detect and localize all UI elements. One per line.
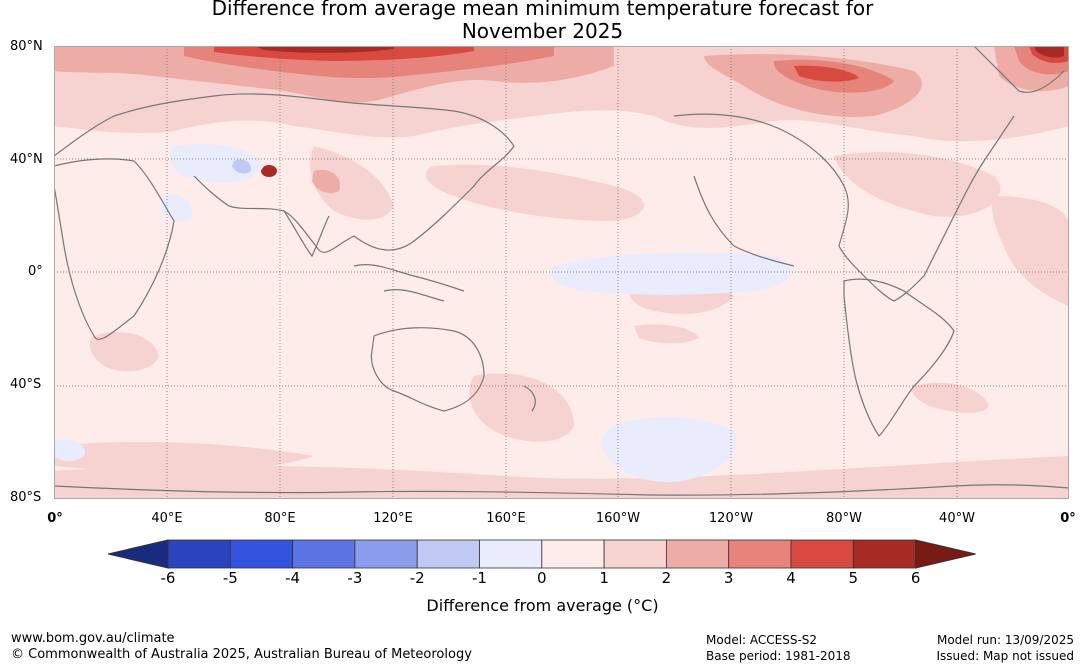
coastlines — [54, 46, 1069, 496]
colorbar-tick-label: 5 — [848, 569, 859, 587]
colorbar-tick-label: -4 — [285, 569, 301, 587]
map-svg — [54, 46, 1069, 499]
colorbar-tick-label: 6 — [910, 569, 921, 587]
lon-label-40e: 40°E — [151, 511, 183, 526]
forecast-map — [54, 46, 1069, 499]
colorbar-swatches — [108, 539, 976, 569]
title-line-1: Difference from average mean minimum tem… — [211, 0, 874, 20]
anomaly-patch-hudson-4-5 — [794, 65, 859, 82]
colorbar-label: Difference from average (°C) — [426, 596, 659, 615]
anomaly-band-antarctic — [54, 456, 1069, 499]
title-line-2: November 2025 — [461, 19, 624, 43]
anomaly-patch-asia — [310, 146, 394, 220]
lon-label-120w: 120°W — [708, 511, 754, 526]
lon-label-0-east: 0° — [1060, 511, 1076, 526]
anomaly-patch-himalaya — [312, 169, 340, 193]
lon-label-80w: 80°W — [826, 511, 862, 526]
anomaly-spot-tibet — [261, 165, 277, 177]
anomaly-neg-central-asia — [169, 144, 264, 183]
lat-label-40n: 40°N — [10, 152, 43, 167]
colorbar-swatch — [666, 539, 730, 569]
anomaly-patch-south-ocean-west — [54, 441, 314, 473]
lon-label-0-west: 0° — [47, 511, 63, 526]
colorbar-swatch — [479, 539, 543, 569]
colorbar — [108, 539, 976, 569]
anomaly-neg-south-atlantic — [54, 439, 85, 461]
anomaly-patch-africa-south — [89, 332, 159, 372]
colorbar-arrow-left — [108, 539, 169, 569]
lon-label-40w: 40°W — [939, 511, 975, 526]
anomaly-neg-arabia — [162, 194, 193, 222]
lon-label-160w: 160°W — [595, 511, 641, 526]
colorbar-tick-label: -6 — [160, 569, 176, 587]
colorbar-tick-label: -2 — [409, 569, 425, 587]
colorbar-swatch — [728, 539, 792, 569]
map-title: Difference from average mean minimum tem… — [0, 0, 1085, 43]
map-border — [54, 46, 1069, 499]
anomaly-patch-atlantic — [992, 196, 1069, 306]
colorbar-tick-label: 3 — [723, 569, 734, 587]
lon-label-120e: 120°E — [373, 511, 413, 526]
colorbar-tick-label: -3 — [347, 569, 363, 587]
footer-copyright: © Commonwealth of Australia 2025, Austra… — [11, 647, 472, 662]
colorbar-swatch — [416, 539, 480, 569]
colorbar-tick-label: 4 — [786, 569, 796, 587]
colorbar-tick-label: 1 — [599, 569, 609, 587]
colorbar-tick-label: 0 — [537, 569, 547, 587]
footer-model-run: Model run: 13/09/2025 — [936, 633, 1074, 647]
colorbar-tick-label: -5 — [222, 569, 238, 587]
anomaly-patch-pacific-south — [634, 324, 699, 344]
footer-model: Model: ACCESS-S2 — [706, 633, 818, 647]
anomaly-patch-north-america — [834, 152, 1001, 217]
colorbar-swatch — [354, 539, 418, 569]
anomaly-patch-south-america — [912, 382, 989, 413]
colorbar-tick-label: -1 — [472, 569, 487, 587]
lat-label-80n: 80°N — [10, 39, 43, 54]
colorbar-swatch — [603, 539, 667, 569]
lat-label-0: 0° — [28, 264, 43, 279]
anomaly-neg-spot-central-asia — [232, 159, 251, 174]
anomaly-patch-australia — [469, 373, 574, 442]
colorbar-swatch — [167, 539, 231, 569]
colorbar-swatch — [790, 539, 854, 569]
colorbar-tick-label: 2 — [661, 569, 672, 587]
colorbar-arrow-right — [915, 539, 976, 569]
footer-issued: Issued: Map not issued — [936, 649, 1074, 663]
lat-label-80s: 80°S — [10, 490, 42, 505]
anomaly-band-arctic-5-6 — [254, 46, 394, 53]
colorbar-swatch — [292, 539, 356, 569]
lat-label-40s: 40°S — [10, 377, 42, 392]
lon-label-160e: 160°E — [486, 511, 526, 526]
footer-base-period: Base period: 1981-2018 — [706, 649, 851, 663]
anomaly-patch-greenland-5-6 — [1034, 46, 1064, 58]
colorbar-swatch — [541, 539, 605, 569]
colorbar-swatch — [229, 539, 294, 569]
colorbar-swatch — [852, 539, 916, 569]
anomaly-neg-south-pacific — [602, 416, 737, 482]
anomaly-neg-equatorial-pacific — [550, 253, 792, 295]
footer-website: www.bom.gov.au/climate — [11, 631, 175, 646]
graticule — [54, 46, 1069, 499]
lon-label-80e: 80°E — [264, 511, 296, 526]
